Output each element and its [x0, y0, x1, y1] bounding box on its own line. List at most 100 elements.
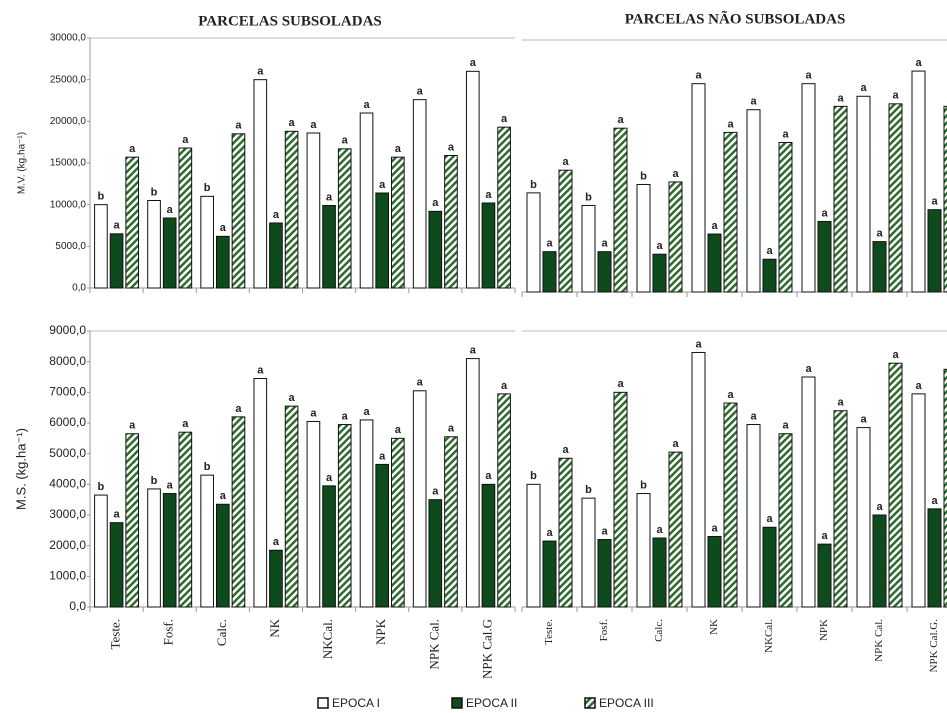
y-tick-label: 1000,0 [49, 569, 86, 583]
bar [581, 204, 596, 293]
bar [723, 402, 738, 608]
bar [817, 220, 832, 293]
x-tick-label: Teste. [108, 619, 123, 650]
significance-letter: a [546, 527, 553, 539]
y-tick-label: 9000,0 [49, 323, 86, 337]
bar [444, 155, 458, 289]
y-tick-label: 3000,0 [49, 507, 86, 521]
bar [94, 494, 108, 608]
bar [872, 241, 887, 293]
significance-letter: a [501, 380, 508, 392]
significance-letter: a [326, 191, 333, 203]
bar [856, 95, 871, 293]
bar [465, 358, 480, 608]
bar [284, 130, 299, 289]
x-tick-label: NPK [818, 619, 830, 641]
chart-title: PARCELAS NÃO SUBSOLADAS [625, 9, 846, 27]
significance-letter: a [220, 222, 227, 234]
bar [306, 420, 321, 608]
significance-letter: a [766, 245, 773, 257]
bar [833, 105, 848, 293]
bar [412, 390, 427, 608]
y-tick-label: 25000,0 [50, 74, 87, 85]
bar [391, 156, 405, 289]
significance-letter: a [432, 197, 439, 209]
significance-letter: a [562, 156, 569, 168]
bar [428, 499, 443, 608]
bar [652, 537, 667, 608]
significance-letter: a [750, 96, 757, 108]
bar [269, 222, 283, 289]
bar [778, 433, 793, 608]
y-tick-label: 5000,0 [55, 241, 86, 252]
bar [778, 141, 793, 293]
significance-letter: b [151, 186, 158, 198]
legend-swatch [584, 697, 596, 709]
bar [927, 209, 942, 293]
y-axis-label: M.V. (kg.ha⁻¹) [17, 132, 28, 194]
bar [636, 183, 651, 293]
significance-letter: a [363, 406, 370, 418]
significance-letter: b [530, 470, 537, 482]
bar [215, 235, 230, 289]
bar [526, 192, 541, 293]
significance-letter: a [273, 209, 280, 221]
significance-letter: a [470, 345, 477, 357]
bar [581, 497, 596, 608]
x-tick-label: Calc. [653, 619, 665, 642]
y-tick-label: 5000,0 [49, 446, 86, 460]
bar [707, 233, 722, 293]
significance-letter: a [750, 410, 757, 422]
bar [636, 493, 651, 608]
bar [200, 195, 214, 289]
significance-letter: a [417, 377, 424, 389]
x-tick-label: NKCal. [763, 619, 775, 653]
bar [668, 181, 683, 293]
x-tick-label: NPK Cal. [873, 619, 885, 662]
bar [801, 376, 816, 608]
bar [284, 405, 299, 608]
bar [707, 535, 722, 608]
significance-letter: a [766, 513, 773, 525]
significance-letter: a [485, 470, 492, 482]
y-tick-label: 2000,0 [49, 538, 86, 552]
significance-letter: a [289, 117, 296, 129]
bar [911, 70, 926, 293]
significance-letter: a [235, 403, 242, 415]
significance-letter: a [273, 536, 280, 548]
bar [109, 233, 124, 289]
x-tick-label: NK [267, 618, 282, 637]
significance-letter: a [711, 220, 718, 232]
bar [872, 514, 887, 608]
bar [337, 148, 352, 289]
x-tick-label: NPK Cal.G [479, 619, 494, 679]
bar [253, 378, 268, 608]
bar [558, 457, 573, 608]
bar [322, 485, 336, 608]
bar [613, 391, 628, 608]
significance-letter: a [727, 389, 734, 401]
significance-letter: a [695, 70, 702, 82]
x-tick-label: NPK Cal. [426, 619, 441, 670]
bar [306, 132, 321, 289]
bar [481, 202, 496, 289]
bar [253, 79, 268, 289]
significance-letter: a [342, 135, 349, 147]
bar [375, 463, 390, 608]
significance-letter: a [167, 204, 174, 216]
significance-letter: a [837, 397, 844, 409]
bar [943, 105, 947, 293]
significance-letter: a [876, 501, 883, 513]
significance-letter: a [470, 57, 477, 69]
significance-letter: a [257, 66, 264, 78]
significance-letter: a [485, 189, 492, 201]
bar [801, 83, 816, 293]
bar [481, 483, 496, 608]
significance-letter: a [182, 134, 189, 146]
significance-letter: a [672, 438, 679, 450]
significance-letter: a [257, 364, 264, 376]
y-axis-label: M.S. (kg.ha⁻¹) [13, 428, 28, 510]
bar [269, 549, 283, 608]
significance-letter: a [617, 378, 624, 390]
bar [497, 393, 511, 608]
